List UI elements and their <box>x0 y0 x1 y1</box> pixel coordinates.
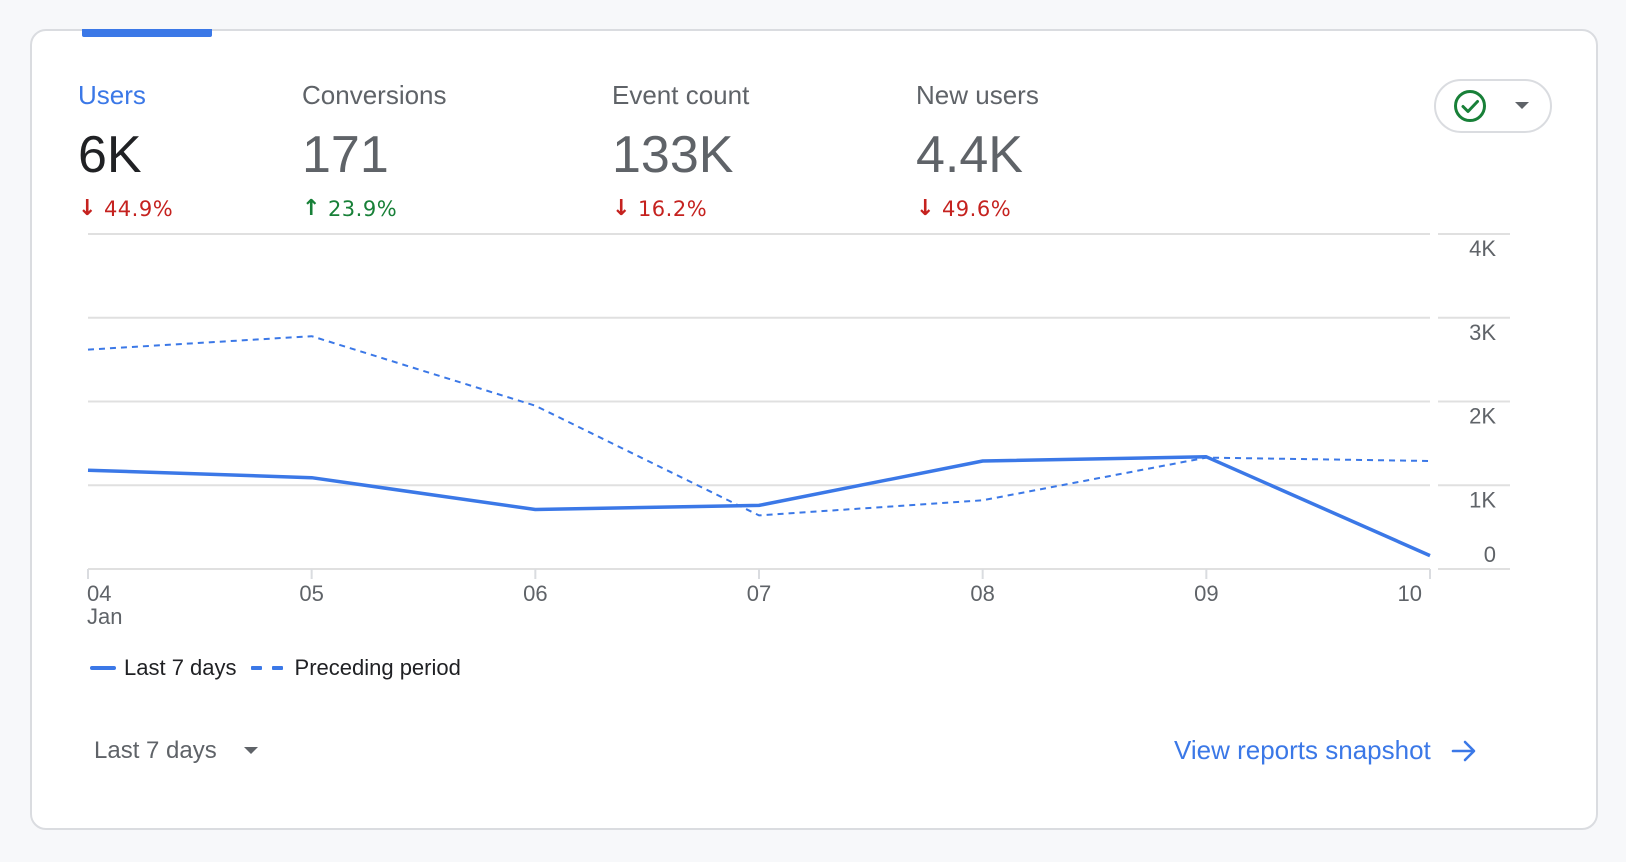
metric-change: ↓ 49.6% <box>916 196 1039 222</box>
metric-label: Users <box>78 80 146 110</box>
x-tick-label: 09 <box>1194 581 1218 606</box>
y-tick-label: 2K <box>1469 404 1496 429</box>
y-tick-label: 4K <box>1469 236 1496 261</box>
y-axis-ticks: 4K 3K 2K 1K 0 <box>1469 236 1496 567</box>
metric-label: New users <box>916 80 1039 110</box>
x-tick-label: 06 <box>523 581 547 606</box>
check-circle-icon <box>1454 90 1486 122</box>
legend-label: Last 7 days <box>124 655 237 680</box>
metric-change-value: 23.9% <box>327 197 398 221</box>
caret-down-icon <box>243 747 258 754</box>
legend-item-last-7-days: Last 7 days <box>90 655 237 681</box>
y-tick-label: 0 <box>1484 542 1496 567</box>
legend-item-preceding-period: Preceding period <box>250 655 461 681</box>
x-tick-label: 07 <box>747 581 771 606</box>
metric-change: ↓ 16.2% <box>612 196 749 222</box>
y-tick-label: 3K <box>1469 320 1496 345</box>
view-reports-snapshot-link[interactable]: View reports snapshot <box>1174 735 1477 766</box>
metric-change-value: 44.9% <box>103 197 174 221</box>
solid-line-swatch <box>90 666 116 670</box>
metric-change-value: 49.6% <box>941 197 1012 221</box>
metric-label: Event count <box>612 80 750 110</box>
metric-tab-event-count[interactable]: Event count 133K ↓ 16.2% <box>612 79 749 221</box>
metric-tab-conversions[interactable]: Conversions 171 ↑ 23.9% <box>302 79 447 221</box>
x-tick-label: 05 <box>299 581 323 606</box>
users-line-chart: 4K 3K 2K 1K 0 04 05 06 07 08 09 10 Jan <box>87 233 1510 629</box>
legend-label: Preceding period <box>294 655 461 680</box>
arrow-down-icon: ↓ <box>78 196 97 221</box>
x-tick-sublabel: Jan <box>87 604 122 629</box>
active-metric-indicator <box>82 29 212 37</box>
series-line-last-7-days <box>87 455 1431 558</box>
metric-label: Conversions <box>302 80 447 110</box>
x-axis-ticks: 04 05 06 07 08 09 10 Jan <box>87 569 1431 629</box>
x-tick-label: 08 <box>970 581 994 606</box>
arrow-down-icon: ↓ <box>612 196 631 221</box>
x-tick-label: 10 <box>1398 581 1422 606</box>
chart-series <box>87 335 1431 558</box>
dashed-line-swatch <box>250 666 283 670</box>
metric-change: ↓ 44.9% <box>78 196 174 222</box>
metric-value: 133K <box>612 126 734 184</box>
date-range-dropdown[interactable]: Last 7 days <box>94 737 259 765</box>
metric-value: 4.4K <box>916 126 1023 184</box>
metric-change: ↑ 23.9% <box>302 196 447 222</box>
date-range-label: Last 7 days <box>94 737 217 764</box>
metric-change-value: 16.2% <box>637 197 708 221</box>
chart-grid <box>88 233 1510 570</box>
view-link-label: View reports snapshot <box>1174 735 1431 765</box>
arrow-up-icon: ↑ <box>302 196 321 221</box>
metric-value: 6K <box>78 126 142 184</box>
metric-tab-new-users[interactable]: New users 4.4K ↓ 49.6% <box>916 79 1039 221</box>
compare-toggle-button[interactable] <box>1434 79 1552 133</box>
arrow-right-icon <box>1451 740 1476 761</box>
y-tick-label: 1K <box>1469 487 1496 512</box>
metric-tab-users[interactable]: Users 6K ↓ 44.9% <box>78 79 173 221</box>
overview-card: Users 6K ↓ 44.9% Conversions 171 ↑ 23.9%… <box>30 29 1598 830</box>
caret-down-icon <box>1515 102 1529 109</box>
x-tick-label: 04 <box>87 581 111 606</box>
chart-legend: Last 7 days Preceding period <box>90 655 475 681</box>
series-line-preceding-period <box>87 335 1431 517</box>
metric-value: 171 <box>302 126 389 184</box>
arrow-down-icon: ↓ <box>916 196 935 221</box>
